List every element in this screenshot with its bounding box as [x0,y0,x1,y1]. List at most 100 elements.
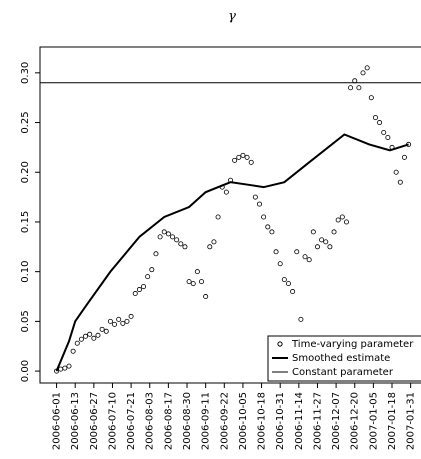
data-point [343,219,349,225]
x-tick-label: 2006-10-18 [257,392,268,450]
data-point [273,249,279,255]
x-tick-label: 2006-09-11 [201,392,212,450]
data-point [368,95,374,101]
data-point [397,179,403,185]
data-point [244,154,250,160]
y-tick-label: 0.10 [20,261,31,283]
data-point [381,129,387,135]
data-point [265,224,271,230]
data-point [306,257,312,263]
x-tick-label: 2006-08-03 [145,392,156,450]
data-point [203,294,209,300]
x-tick-label: 2007-01-05 [368,392,379,450]
legend-label: Smoothed estimate [292,353,390,364]
data-point [252,194,258,200]
data-point [120,320,126,326]
data-point [393,169,399,175]
y-tick-label: 0.30 [20,62,31,84]
data-point [302,254,308,260]
data-point [335,217,341,223]
data-point [78,336,84,342]
data-point [124,318,130,324]
data-point [372,115,378,121]
x-tick-label: 2006-08-17 [163,392,174,450]
x-tick-label: 2006-07-21 [126,392,137,450]
x-tick-label: 2006-12-20 [350,392,361,450]
data-point [215,214,221,220]
y-tick-label: 0.15 [20,211,31,233]
data-point [261,214,267,220]
data-point [385,134,391,140]
data-point [199,279,205,285]
data-point [277,261,283,267]
data-point [232,157,238,163]
data-point [62,365,68,371]
y-tick-label: 0.20 [20,161,31,183]
data-point [331,229,337,235]
data-point [153,251,159,257]
data-point [141,284,147,290]
data-point [136,287,142,293]
legend-symbol [277,341,283,347]
data-point [285,281,291,287]
x-tick-label: 2006-09-22 [219,392,230,450]
data-point [132,291,138,297]
data-point [128,313,134,319]
data-point [190,281,196,287]
x-tick-label: 2007-01-31 [406,392,417,450]
x-tick-label: 2006-10-31 [275,392,286,450]
y-tick-label: 0.00 [20,360,31,382]
data-point [174,237,180,243]
data-point [339,214,345,220]
data-point [323,239,329,245]
data-point [161,229,167,235]
data-point [83,333,89,339]
y-tick-label: 0.25 [20,111,31,133]
x-tick-label: 2007-01-18 [387,392,398,450]
data-point [70,348,76,354]
x-tick-label: 2006-11-27 [312,392,323,450]
data-point [95,332,101,338]
x-tick-label: 2006-07-10 [107,392,118,450]
data-point [99,326,105,332]
data-point [248,159,254,165]
legend-box [267,335,421,382]
data-point [377,120,383,126]
data-point [116,316,122,322]
data-point [319,237,325,243]
x-tick-label: 2006-12-07 [331,392,342,450]
x-tick-label: 2006-06-13 [70,392,81,450]
x-tick-label: 2006-08-30 [182,392,193,450]
data-point [223,189,229,195]
x-tick-label: 2006-06-01 [52,392,63,450]
data-point [348,85,354,91]
data-point [58,366,64,372]
data-point [269,229,275,235]
data-point [352,78,358,84]
data-point [87,331,93,337]
legend-label: Time-varying parameter [291,339,414,350]
data-point [298,316,304,322]
data-point [170,234,176,240]
data-point [103,328,109,334]
data-point [356,85,362,91]
data-point [157,234,163,240]
x-tick-label: 2006-10-05 [238,392,249,450]
data-point [107,318,113,324]
data-point [360,70,366,76]
x-tick-label: 2006-06-27 [89,392,100,450]
data-point [236,154,242,160]
data-point [66,363,72,369]
smoothed-line [55,133,409,372]
data-point [182,244,188,250]
data-point [91,335,97,341]
data-point [186,279,192,285]
data-point [211,239,217,245]
chart-title: γ [228,9,236,24]
data-point [178,241,184,247]
data-point [149,267,155,273]
x-tick-label: 2006-11-14 [294,392,305,450]
data-point [207,244,213,250]
data-point [401,154,407,160]
